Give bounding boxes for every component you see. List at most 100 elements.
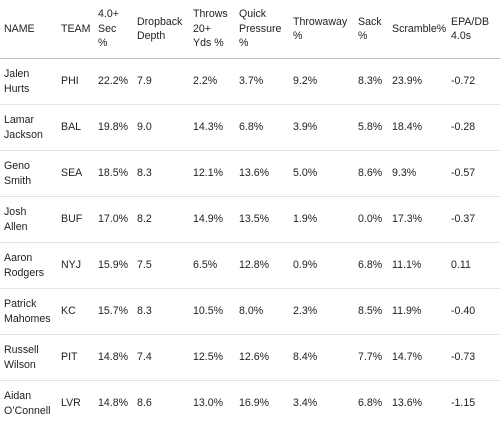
cell-value: 8.6% — [358, 167, 383, 180]
cell-scramble: 9.3% — [388, 150, 447, 197]
cell-epa-db: -1.15 — [447, 381, 500, 426]
cell-sack: 7.7% — [354, 334, 388, 381]
column-header-throwaway: Throwaway% — [289, 0, 354, 59]
cell-throwaway: 0.9% — [289, 242, 354, 289]
cell-dropback-depth: 8.3 — [133, 288, 189, 335]
cell-4sec-pct: 14.8% — [94, 381, 133, 426]
cell-value: KC — [61, 305, 76, 318]
cell-name: Patrick Mahomes — [0, 288, 57, 335]
cell-value: 13.6% — [239, 167, 270, 180]
cell-value: 5.0% — [293, 167, 318, 180]
table-row: Jalen Hurts PHI 22.2% 7.9 2.2% 3.7% 9.2% 8.3% 23.… — [0, 58, 500, 105]
cell-sack: 8.6% — [354, 150, 388, 197]
cell-throwaway: 1.9% — [289, 196, 354, 243]
cell-dropback-depth: 7.9 — [133, 58, 189, 105]
table-row: Patrick Mahomes KC 15.7% 8.3 10.5% 8.0% 2.3% 8.5… — [0, 288, 500, 335]
cell-value: 11.9% — [392, 305, 422, 318]
cell-value: 7.5 — [137, 259, 152, 272]
table-header: NAME TEAM 4.0+ Sec% Dropback Depth Throws 2… — [0, 0, 500, 59]
cell-scramble: 14.7% — [388, 334, 447, 381]
cell-value: 2.2% — [193, 75, 218, 88]
cell-value: Geno Smith — [4, 160, 32, 187]
cell-throws-20-yds: 12.5% — [189, 334, 235, 381]
header-label: EPA/DB 4.0s — [451, 15, 490, 43]
cell-value: 8.3 — [137, 305, 152, 318]
cell-team: NYJ — [57, 242, 94, 289]
cell-dropback-depth: 8.6 — [133, 381, 189, 426]
cell-4sec-pct: 17.0% — [94, 196, 133, 243]
header-label: NAME — [4, 22, 35, 35]
cell-value: 3.7% — [239, 75, 264, 88]
cell-value: 13.0% — [193, 397, 224, 410]
cell-value: 6.8% — [358, 397, 383, 410]
cell-throws-20-yds: 12.1% — [189, 150, 235, 197]
cell-name: Aidan O’Connell — [0, 381, 57, 426]
cell-scramble: 11.1% — [388, 242, 447, 289]
header-label: 4.0+ Sec% — [98, 8, 119, 50]
column-header-team: TEAM — [57, 0, 94, 59]
cell-name: Aaron Rodgers — [0, 242, 57, 289]
cell-name: Russell Wilson — [0, 334, 57, 381]
cell-epa-db: -0.57 — [447, 150, 500, 197]
cell-name: Lamar Jackson — [0, 104, 57, 151]
cell-value: 23.9% — [392, 75, 423, 88]
cell-name: Geno Smith — [0, 150, 57, 197]
cell-4sec-pct: 15.7% — [94, 288, 133, 335]
column-header-dropback-depth: Dropback Depth — [133, 0, 189, 59]
header-label: Quick Pressure% — [239, 8, 282, 50]
cell-value: 6.5% — [193, 259, 218, 272]
cell-scramble: 23.9% — [388, 58, 447, 105]
cell-value: 12.1% — [193, 167, 224, 180]
table-row: Russell Wilson PIT 14.8% 7.4 12.5% 12.6% 8.4% 7.… — [0, 334, 500, 381]
cell-value: 1.9% — [293, 213, 318, 226]
cell-dropback-depth: 7.5 — [133, 242, 189, 289]
cell-quick-pressure: 8.0% — [235, 288, 289, 335]
cell-value: 8.3% — [358, 75, 383, 88]
header-label: Throws 20+ Yds % — [193, 8, 228, 50]
cell-value: 13.6% — [392, 397, 423, 410]
cell-sack: 8.5% — [354, 288, 388, 335]
cell-value: 0.9% — [293, 259, 318, 272]
cell-epa-db: -0.73 — [447, 334, 500, 381]
cell-team: PHI — [57, 58, 94, 105]
cell-value: 7.7% — [358, 351, 383, 364]
cell-value: Aidan O’Connell — [4, 390, 51, 417]
cell-value: 2.3% — [293, 305, 318, 318]
cell-quick-pressure: 6.8% — [235, 104, 289, 151]
cell-quick-pressure: 13.6% — [235, 150, 289, 197]
cell-value: 18.4% — [392, 121, 423, 134]
cell-value: 8.0% — [239, 305, 264, 318]
cell-quick-pressure: 12.8% — [235, 242, 289, 289]
cell-value: 8.5% — [358, 305, 383, 318]
cell-value: Lamar Jackson — [4, 114, 43, 141]
cell-value: 0.11 — [451, 259, 471, 272]
cell-throws-20-yds: 14.3% — [189, 104, 235, 151]
column-header-4sec-pct: 4.0+ Sec% — [94, 0, 133, 59]
cell-sack: 6.8% — [354, 242, 388, 289]
cell-throws-20-yds: 6.5% — [189, 242, 235, 289]
cell-value: 9.0 — [137, 121, 152, 134]
cell-value: 8.4% — [293, 351, 318, 364]
cell-throwaway: 3.4% — [289, 381, 354, 426]
cell-value: 12.8% — [239, 259, 270, 272]
cell-value: 12.6% — [239, 351, 270, 364]
cell-value: 16.9% — [239, 397, 270, 410]
cell-value: 18.5% — [98, 167, 129, 180]
cell-team: SEA — [57, 150, 94, 197]
cell-value: LVR — [61, 397, 81, 410]
header-label: Throwaway% — [293, 15, 348, 43]
table-row: Geno Smith SEA 18.5% 8.3 12.1% 13.6% 5.0% 8.6% 9.… — [0, 150, 500, 197]
cell-dropback-depth: 7.4 — [133, 334, 189, 381]
cell-value: 5.8% — [358, 121, 383, 134]
cell-epa-db: -0.72 — [447, 58, 500, 105]
header-row: NAME TEAM 4.0+ Sec% Dropback Depth Throws 2… — [0, 0, 500, 59]
cell-value: 15.9% — [98, 259, 129, 272]
cell-value: NYJ — [61, 259, 82, 272]
cell-value: 12.5% — [193, 351, 224, 364]
cell-value: 13.5% — [239, 213, 270, 226]
cell-scramble: 17.3% — [388, 196, 447, 243]
cell-value: Aaron Rodgers — [4, 252, 45, 279]
cell-throws-20-yds: 14.9% — [189, 196, 235, 243]
cell-epa-db: -0.37 — [447, 196, 500, 243]
